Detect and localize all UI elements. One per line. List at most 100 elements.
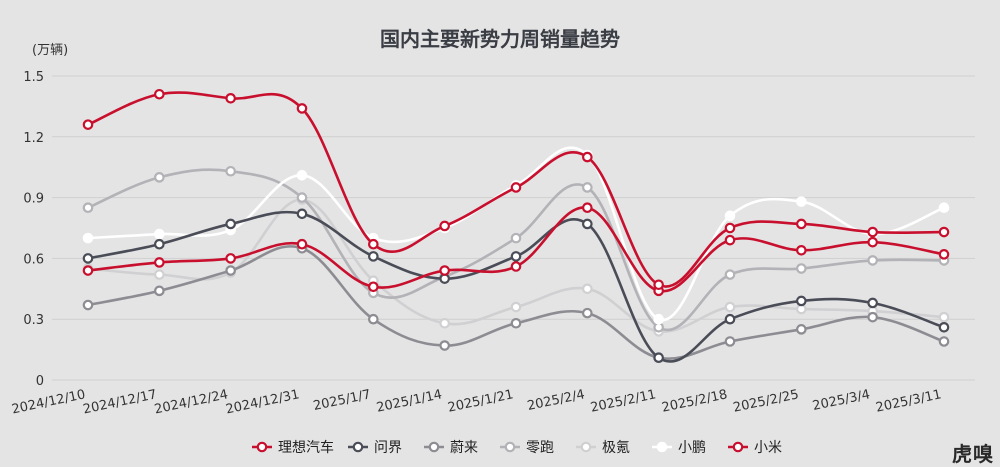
data-point: [225, 165, 236, 177]
legend-label: 理想汽车: [278, 439, 334, 456]
data-point: [582, 307, 593, 319]
y-tick-label: 0.6: [23, 252, 44, 267]
legend: 理想汽车 问界 蔚来 零跑 极氪 小鹏 小米: [252, 439, 782, 456]
data-point: [439, 220, 450, 232]
data-point: [582, 182, 593, 193]
legend-swatch-marker: [504, 441, 516, 453]
data-point: [867, 311, 878, 323]
legend-swatch-marker: [256, 441, 268, 453]
data-point: [296, 208, 308, 220]
data-point: [510, 182, 522, 193]
legend-item: 小鹏: [652, 440, 706, 456]
legend-label: 极氪: [602, 440, 630, 456]
data-point: [368, 281, 379, 293]
data-point: [510, 301, 522, 313]
x-tick-label: 2024/12/17: [82, 387, 158, 417]
data-point: [867, 236, 878, 248]
x-tick-label: 2024/12/31: [224, 387, 300, 417]
data-point: [82, 253, 94, 264]
legend-item: 问界: [348, 440, 402, 456]
data-point: [296, 103, 308, 114]
series-理想汽车: [82, 202, 950, 297]
chart-title: 国内主要新势力周销量趋势: [380, 27, 620, 51]
data-point: [439, 340, 450, 351]
x-tick-label: 2025/2/18: [660, 387, 728, 416]
data-point: [154, 269, 165, 280]
legend-swatch-marker: [732, 441, 744, 453]
y-tick-label: 0.9: [23, 192, 44, 207]
legend-item: 蔚来: [424, 440, 478, 456]
data-point: [154, 257, 165, 268]
series-lines: [82, 88, 950, 364]
data-point: [938, 226, 950, 238]
data-point: [510, 261, 522, 272]
data-point: [296, 192, 308, 203]
x-tick-label: 2025/2/4: [526, 387, 586, 414]
data-point: [724, 301, 736, 313]
data-point: [154, 285, 165, 297]
series-小米: [82, 88, 950, 291]
y-tick-label: 0: [36, 374, 44, 389]
x-tick-label: 2024/12/24: [153, 387, 229, 417]
data-point: [368, 238, 379, 250]
data-point: [653, 352, 664, 364]
data-point: [653, 279, 664, 291]
data-point: [867, 226, 878, 238]
y-axis-unit-label: (万辆): [32, 43, 68, 58]
data-point: [724, 269, 736, 280]
y-axis-ticks: 0 0.3 0.6 0.9 1.2 1.5: [23, 70, 44, 389]
legend-label: 小鹏: [678, 440, 706, 456]
data-point: [724, 313, 736, 325]
data-point: [154, 88, 165, 100]
data-point: [82, 119, 94, 130]
data-point: [154, 238, 165, 250]
data-point: [225, 253, 236, 264]
y-tick-label: 0.3: [23, 313, 44, 328]
data-point: [867, 255, 878, 266]
y-tick-label: 1.2: [23, 131, 44, 146]
data-point: [510, 251, 522, 262]
x-tick-label: 2024/12/10: [10, 387, 86, 417]
data-point: [938, 202, 950, 214]
legend-item: 理想汽车: [252, 439, 334, 456]
x-tick-label: 2025/2/25: [732, 387, 800, 416]
legend-item: 零跑: [500, 440, 554, 456]
data-point: [653, 313, 664, 325]
data-point: [582, 151, 593, 163]
data-point: [582, 202, 593, 214]
x-tick-label: 2025/3/11: [874, 387, 942, 416]
data-point: [724, 222, 736, 234]
legend-swatch-marker: [656, 441, 668, 453]
data-point: [796, 324, 807, 335]
x-tick-label: 2025/3/4: [811, 387, 871, 414]
data-point: [938, 336, 950, 347]
data-point: [439, 265, 450, 276]
legend-item: 极氪: [576, 440, 630, 456]
data-point: [582, 218, 593, 230]
data-point: [938, 322, 950, 333]
data-point: [796, 218, 807, 230]
watermark-text: 虎嗅: [952, 442, 994, 466]
x-tick-label: 2025/1/21: [446, 387, 514, 416]
data-point: [154, 172, 165, 183]
data-point: [724, 234, 736, 246]
data-point: [439, 317, 450, 329]
series-问界: [82, 208, 950, 364]
legend-label: 蔚来: [450, 440, 478, 456]
data-point: [582, 283, 593, 295]
x-tick-label: 2025/1/7: [312, 387, 372, 414]
data-point: [296, 238, 308, 250]
data-point: [296, 170, 308, 181]
data-point: [82, 202, 94, 214]
watermark-logo: 虎嗅: [952, 438, 994, 467]
legend-label: 问界: [374, 440, 402, 456]
data-point: [82, 299, 94, 311]
data-point: [867, 297, 878, 309]
legend-label: 小米: [754, 440, 782, 456]
x-tick-label: 2025/2/11: [589, 387, 657, 416]
data-point: [225, 218, 236, 230]
data-point: [796, 244, 807, 256]
data-point: [82, 232, 94, 244]
y-tick-label: 1.5: [23, 70, 44, 85]
data-point: [938, 249, 950, 260]
